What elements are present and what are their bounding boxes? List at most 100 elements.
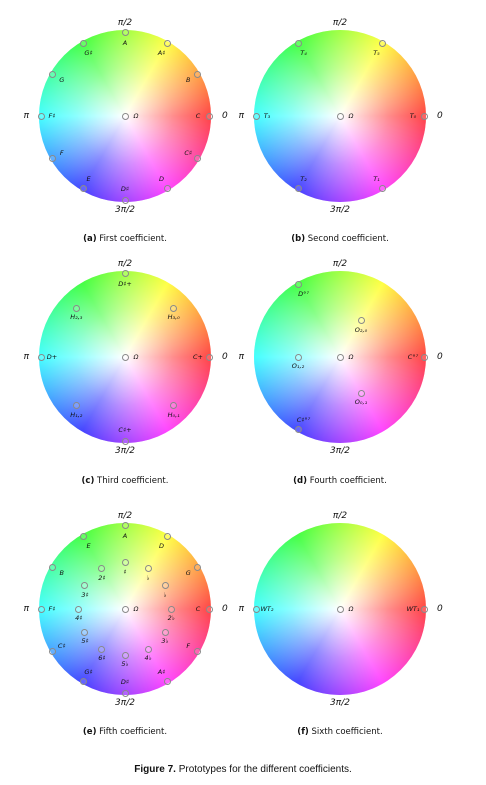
panel-caption-text: Second coefficient. [307, 234, 389, 244]
prototype-marker [121, 112, 129, 120]
prototype-label: 2♭ [167, 614, 175, 622]
prototype-label: WT₂ [260, 605, 274, 613]
axis-label-bottom: 3π/2 [330, 446, 350, 456]
panel-caption-tag: (e) [82, 727, 97, 737]
prototype-marker [81, 628, 89, 636]
prototype-marker [378, 39, 386, 47]
prototype-marker [48, 70, 56, 78]
prototype-marker [163, 532, 171, 540]
figure-label: Figure 7. [134, 764, 176, 775]
prototype-marker [294, 353, 302, 361]
axis-label-left: π [23, 604, 29, 614]
prototype-label: T₃ [263, 112, 271, 120]
prototype-marker [357, 389, 365, 397]
prototype-label: C [195, 112, 201, 120]
prototype-marker [194, 154, 202, 162]
prototype-marker [294, 185, 302, 193]
axis-label-bottom: 3π/2 [330, 205, 350, 215]
prototype-marker [336, 605, 344, 613]
prototype-label: H₁,₂ [70, 410, 83, 419]
axis-label-top: π/2 [117, 18, 133, 28]
prototype-marker [420, 605, 428, 613]
prototype-label: C♯ [184, 148, 193, 157]
prototype-marker [163, 185, 171, 193]
prototype-label: C+ [193, 353, 203, 361]
prototype-label: A [122, 532, 128, 540]
prototype-label: C°⁷ [407, 353, 419, 361]
prototype-label: Ω [133, 605, 139, 613]
prototype-label: T₅ [373, 48, 380, 57]
prototype-label: ♯ [123, 567, 127, 576]
prototype-marker [79, 185, 87, 193]
prototype-marker [79, 532, 87, 540]
prototype-marker [420, 112, 428, 120]
axis-label-bottom: 3π/2 [330, 698, 350, 708]
prototype-label: F [59, 148, 64, 157]
axis-label-bottom: 3π/2 [115, 205, 135, 215]
prototype-marker [163, 39, 171, 47]
prototype-marker [72, 304, 80, 312]
prototype-marker [294, 280, 302, 288]
prototype-label: D♯+ [118, 280, 132, 288]
axis-label-bottom: 3π/2 [115, 446, 135, 456]
panel-caption-tag: (d) [293, 476, 308, 486]
prototype-marker [420, 353, 428, 361]
axis-label-left: π [23, 111, 29, 121]
prototype-label: A♯ [157, 668, 166, 677]
prototype-marker [37, 605, 45, 613]
prototype-label: D♯ [120, 185, 130, 193]
prototype-marker [170, 402, 178, 410]
axis-label-top: π/2 [332, 511, 348, 521]
prototype-label: G [59, 75, 65, 84]
prototype-label: C♯°⁷ [296, 416, 311, 425]
prototype-marker [170, 304, 178, 312]
prototype-label: T₂ [300, 175, 307, 184]
prototype-label: H₂,₃ [70, 313, 83, 322]
prototype-label: H₀,₁ [167, 410, 180, 419]
prototype-label: H₃,₀ [167, 313, 180, 322]
prototype-label: Ω [348, 112, 354, 120]
panel-caption: (c) Third coefficient. [82, 476, 169, 486]
prototype-marker [79, 678, 87, 686]
color-wheel [254, 523, 426, 695]
prototype-marker [336, 353, 344, 361]
prototype-marker [121, 651, 129, 659]
prototype-marker [161, 582, 169, 590]
panel-caption-text: Sixth coefficient. [311, 727, 383, 737]
panel-caption: (b) Second coefficient. [291, 234, 389, 244]
prototype-marker [205, 112, 213, 120]
prototype-marker [252, 605, 260, 613]
prototype-marker [121, 28, 129, 36]
axis-label-top: π/2 [332, 18, 348, 28]
prototype-marker [144, 565, 152, 573]
prototype-marker [75, 605, 83, 613]
figure-caption: Figure 7. Prototypes for the different c… [134, 764, 352, 775]
axis-label-left: π [238, 111, 244, 121]
prototype-label: Ω [133, 112, 139, 120]
panel-caption: (a) First coefficient. [83, 234, 167, 244]
prototype-label: 6♯ [98, 654, 106, 662]
panel-caption: (e) Fifth coefficient. [83, 727, 167, 737]
prototype-label: T₄ [300, 48, 307, 57]
prototype-label: O₂,₀ [354, 325, 368, 334]
prototype-label: A [122, 39, 128, 47]
axis-label-right: 0 [437, 352, 443, 362]
axis-label-bottom: 3π/2 [115, 698, 135, 708]
prototype-label: WT₁ [406, 605, 420, 613]
prototype-label: 5♭ [121, 660, 129, 669]
prototype-marker [121, 521, 129, 529]
prototype-label: 4♭ [144, 654, 152, 662]
panel-caption-text: First coefficient. [99, 234, 167, 244]
axis-label-top: π/2 [117, 259, 133, 269]
panel-caption-tag: (a) [83, 234, 97, 244]
prototype-marker [205, 605, 213, 613]
panel-caption-tag: (c) [81, 476, 95, 486]
axis-label-left: π [238, 352, 244, 362]
panel-caption-tag: (f) [297, 727, 309, 737]
color-wheel [254, 30, 426, 202]
prototype-label: 5♯ [81, 637, 89, 646]
prototype-label: Ω [348, 605, 354, 613]
prototype-label: B [185, 75, 191, 84]
prototype-marker [121, 196, 129, 204]
prototype-marker [37, 353, 45, 361]
